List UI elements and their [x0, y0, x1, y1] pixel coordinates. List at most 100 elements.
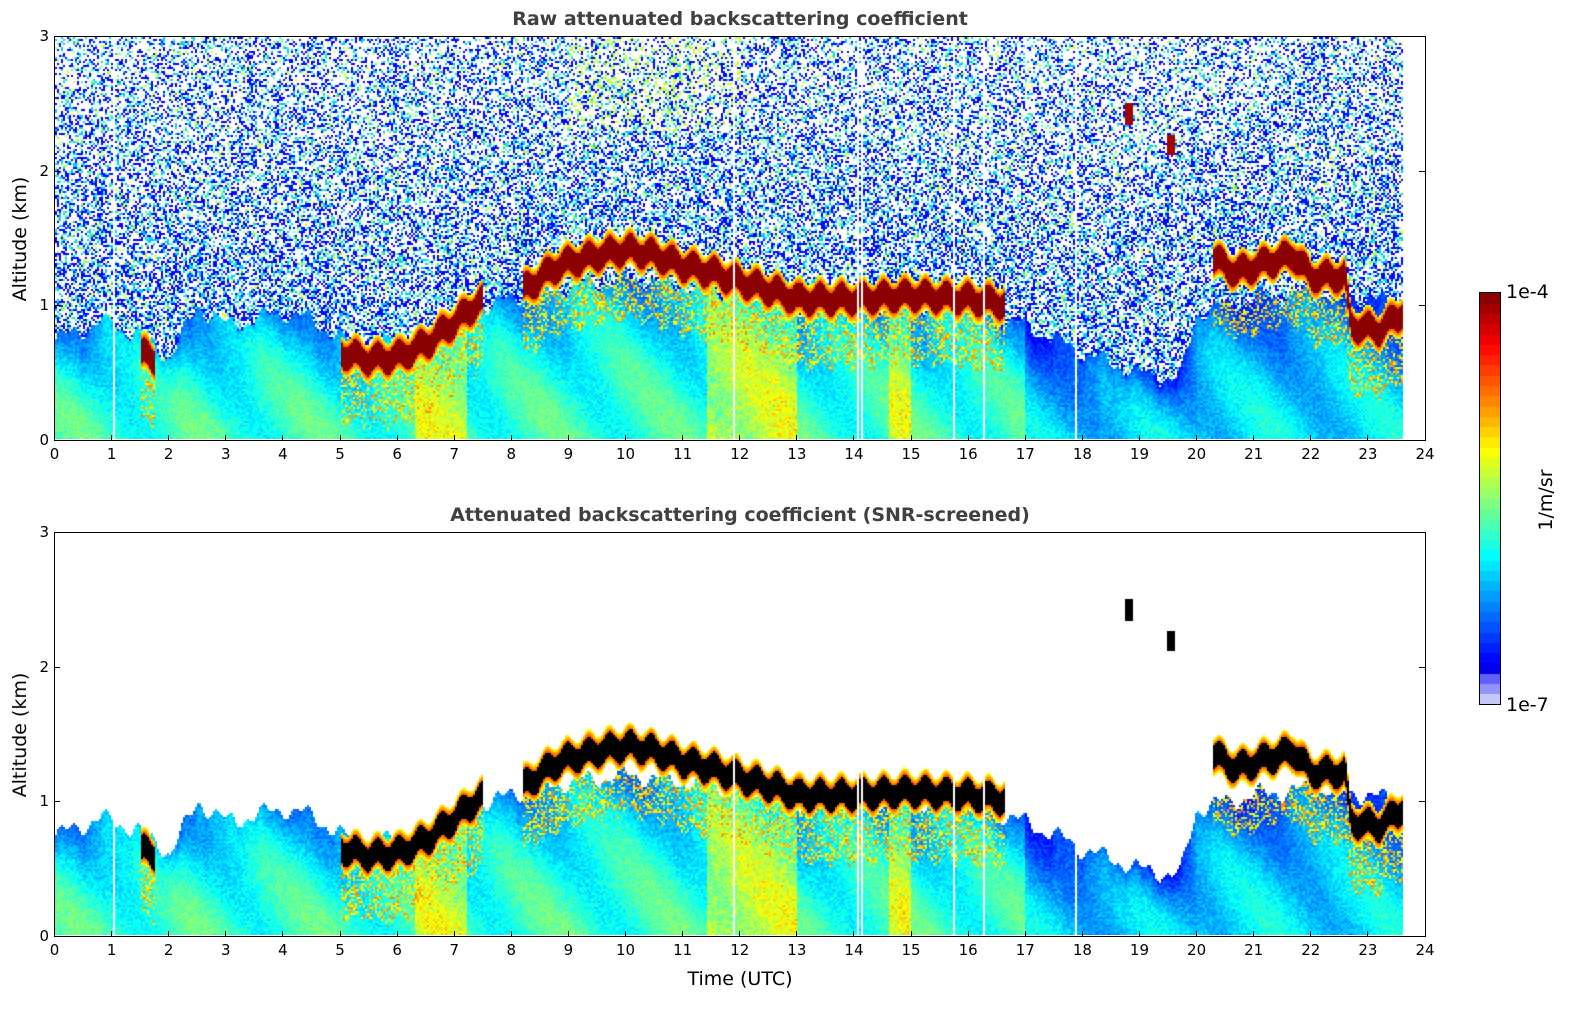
x-tick-mark: [111, 435, 113, 441]
bottom-y-axis-title: Altitude (km): [9, 672, 31, 798]
x-tick-mark: [625, 931, 627, 937]
x-tick-mark: [1367, 435, 1369, 441]
top-chart-plot-area: [54, 36, 1426, 441]
top-heatmap: [55, 37, 1424, 439]
y-tick-label: 2: [39, 161, 49, 180]
y-tick-label: 2: [39, 657, 49, 676]
y-tick-label: 1: [39, 792, 49, 810]
x-tick-mark: [282, 931, 284, 937]
x-tick-mark: [682, 931, 684, 937]
x-tick-mark: [1253, 435, 1255, 441]
x-tick-mark: [853, 931, 855, 937]
y-tick-mark: [1419, 935, 1425, 937]
colorbar-unit-label: 1/m/sr: [1535, 469, 1557, 531]
y-tick-mark: [54, 532, 60, 533]
x-tick-mark: [1138, 435, 1140, 441]
x-tick-label: 14: [844, 445, 864, 463]
x-tick-label: 0: [49, 941, 60, 959]
x-tick-label: 21: [1244, 445, 1264, 463]
x-tick-label: 1: [106, 941, 117, 959]
x-tick-mark: [739, 435, 741, 441]
y-tick-mark: [1419, 305, 1425, 306]
x-tick-label: 10: [615, 941, 636, 959]
x-tick-mark: [1424, 931, 1426, 937]
y-tick-label: 0: [39, 430, 49, 449]
x-tick-mark: [796, 435, 798, 441]
x-tick-mark: [1024, 435, 1026, 441]
x-tick-mark: [225, 931, 227, 937]
bottom-chart-title: Attenuated backscattering coefficient (S…: [450, 504, 1030, 526]
x-tick-mark: [1081, 435, 1083, 441]
x-tick-label: 13: [787, 445, 807, 463]
y-tick-mark: [54, 935, 60, 937]
y-tick-mark: [1419, 532, 1425, 533]
x-tick-label: 3: [221, 941, 231, 959]
x-tick-label: 23: [1358, 941, 1378, 959]
x-axis-title: Time (UTC): [687, 968, 793, 990]
x-tick-label: 6: [392, 445, 402, 463]
x-tick-label: 10: [615, 445, 636, 463]
x-tick-mark: [739, 931, 741, 937]
x-tick-label: 9: [563, 445, 574, 463]
x-tick-mark: [910, 435, 912, 441]
x-tick-mark: [1024, 931, 1026, 937]
x-tick-label: 15: [901, 445, 921, 463]
x-tick-mark: [168, 931, 170, 937]
x-tick-label: 24: [1415, 941, 1435, 959]
y-tick-label: 1: [39, 296, 49, 314]
x-tick-label: 4: [278, 445, 288, 463]
x-tick-label: 20: [1187, 941, 1207, 959]
x-tick-mark: [510, 931, 512, 937]
x-tick-label: 5: [335, 941, 345, 959]
y-tick-mark: [1419, 666, 1425, 668]
y-tick-label: 0: [39, 926, 49, 945]
x-tick-label: 9: [563, 941, 574, 959]
x-tick-label: 18: [1072, 445, 1092, 463]
y-tick-mark: [54, 170, 60, 172]
x-tick-mark: [453, 931, 455, 937]
x-tick-label: 12: [730, 941, 750, 959]
x-tick-label: 4: [278, 941, 288, 959]
y-tick-mark: [54, 666, 60, 668]
x-tick-label: 2: [163, 941, 174, 959]
x-tick-mark: [510, 435, 512, 441]
y-tick-mark: [1419, 170, 1425, 172]
x-tick-label: 16: [958, 445, 978, 463]
x-tick-label: 13: [787, 941, 807, 959]
x-tick-mark: [796, 931, 798, 937]
y-tick-label: 3: [39, 523, 49, 541]
x-tick-mark: [396, 435, 398, 441]
x-tick-label: 12: [730, 445, 750, 463]
x-tick-mark: [1310, 435, 1312, 441]
x-tick-mark: [54, 435, 55, 441]
y-tick-label: 3: [39, 27, 49, 45]
x-tick-mark: [910, 931, 912, 937]
top-y-axis-title: Altitude (km): [9, 176, 31, 302]
x-tick-label: 3: [221, 445, 231, 463]
y-tick-mark: [1419, 801, 1425, 802]
x-tick-mark: [567, 931, 569, 937]
x-tick-label: 17: [1015, 445, 1035, 463]
x-tick-label: 2: [163, 445, 174, 463]
x-tick-label: 17: [1015, 941, 1035, 959]
x-tick-label: 22: [1301, 941, 1321, 959]
x-tick-label: 21: [1244, 941, 1264, 959]
x-tick-mark: [1424, 435, 1426, 441]
x-tick-mark: [1253, 931, 1255, 937]
y-tick-mark: [54, 801, 60, 802]
x-tick-label: 22: [1301, 445, 1321, 463]
x-tick-label: 11: [673, 941, 693, 959]
x-tick-mark: [1196, 435, 1198, 441]
x-tick-label: 8: [506, 445, 517, 463]
x-tick-mark: [1367, 931, 1369, 937]
x-tick-mark: [567, 435, 569, 441]
x-tick-mark: [396, 931, 398, 937]
x-tick-mark: [967, 931, 969, 937]
x-tick-mark: [1196, 931, 1198, 937]
x-tick-mark: [453, 435, 455, 441]
x-tick-label: 16: [958, 941, 978, 959]
x-tick-label: 19: [1129, 445, 1150, 463]
x-tick-label: 24: [1415, 445, 1435, 463]
x-tick-label: 5: [335, 445, 345, 463]
x-tick-mark: [682, 435, 684, 441]
